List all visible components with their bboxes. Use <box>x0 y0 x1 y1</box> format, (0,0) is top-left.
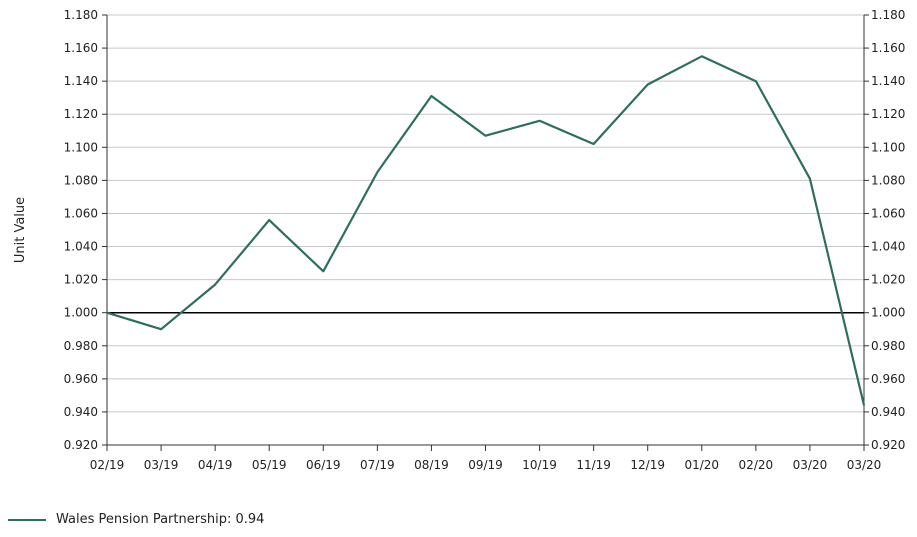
legend-swatch <box>8 518 46 521</box>
y-tick-label-left: 1.020 <box>64 273 98 287</box>
y-tick-label-right: 1.100 <box>871 140 905 154</box>
y-tick-label-right: 0.920 <box>871 438 905 452</box>
y-tick-label-left: 0.960 <box>64 372 98 386</box>
y-tick-labels-right: 0.920 0.940 0.960 0.980 1.000 1.020 1.040 1.060… <box>871 8 905 452</box>
y-tick-label-right: 1.040 <box>871 240 905 254</box>
x-tick-label: 12/19 <box>630 458 665 472</box>
y-tick-label-left: 0.920 <box>64 438 98 452</box>
legend: Wales Pension Partnership: 0.94 <box>8 512 264 527</box>
y-tick-label-left: 1.160 <box>64 41 98 55</box>
x-tick-label: 02/20 <box>739 458 774 472</box>
y-tick-label-right: 0.960 <box>871 372 905 386</box>
series-line-wales-pension-partnership <box>106 55 866 406</box>
y-tick-label-left: 1.100 <box>64 140 98 154</box>
y-tick-label-left: 1.040 <box>64 240 98 254</box>
y-tick-label-left: 0.980 <box>64 339 98 353</box>
x-tick-labels: 02/19 03/19 04/19 05/19 06/19 07/19 08/19 09/19… <box>90 458 882 472</box>
y-tick-label-left: 0.940 <box>64 405 98 419</box>
x-tick-label: 06/19 <box>306 458 341 472</box>
x-tick-label: 03/20 <box>847 458 882 472</box>
y-tick-label-right: 1.060 <box>871 206 905 220</box>
y-tick-label-right: 1.120 <box>871 107 905 121</box>
x-tick-label: 03/20 <box>793 458 828 472</box>
x-tick-label: 05/19 <box>252 458 287 472</box>
x-tick-label: 09/19 <box>468 458 503 472</box>
y-tick-label-right: 0.940 <box>871 405 905 419</box>
x-tick-label: 01/20 <box>684 458 719 472</box>
y-tick-label-right: 1.000 <box>871 306 905 320</box>
y-tick-label-left: 1.060 <box>64 206 98 220</box>
y-tick-label-right: 0.980 <box>871 339 905 353</box>
y-tick-label-right: 1.080 <box>871 173 905 187</box>
x-tick-label: 08/19 <box>414 458 449 472</box>
x-tick-label: 04/19 <box>198 458 233 472</box>
y-tick-label-left: 1.180 <box>64 8 98 22</box>
x-tick-label: 03/19 <box>144 458 179 472</box>
y-tick-label-left: 1.080 <box>64 173 98 187</box>
y-tick-label-right: 1.140 <box>871 74 905 88</box>
y-tick-label-left: 1.000 <box>64 306 98 320</box>
line-chart: 0.920 0.940 0.960 0.980 1.000 1.020 1.040 1.060… <box>13 8 905 472</box>
y-tick-label-left: 1.140 <box>64 74 98 88</box>
axes <box>102 14 869 451</box>
y-tick-labels-left: 0.920 0.940 0.960 0.980 1.000 1.020 1.040 1.060… <box>64 8 98 452</box>
x-tick-label: 07/19 <box>360 458 395 472</box>
legend-label: Wales Pension Partnership: 0.94 <box>56 512 265 527</box>
y-axis-label: Unit Value <box>13 197 28 263</box>
x-tick-label: 11/19 <box>576 458 611 472</box>
y-tick-label-left: 1.120 <box>64 107 98 121</box>
x-tick-label: 02/19 <box>90 458 125 472</box>
y-tick-label-right: 1.160 <box>871 41 905 55</box>
y-tick-label-right: 1.020 <box>871 273 905 287</box>
x-tick-label: 10/19 <box>522 458 557 472</box>
y-tick-label-right: 1.180 <box>871 8 905 22</box>
